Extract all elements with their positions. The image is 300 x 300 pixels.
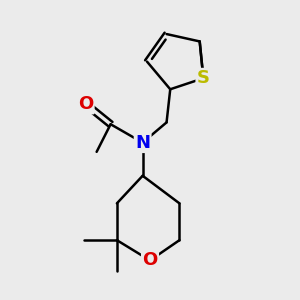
Text: O: O bbox=[142, 251, 158, 269]
Text: S: S bbox=[197, 69, 210, 87]
Text: N: N bbox=[135, 134, 150, 152]
Text: O: O bbox=[78, 95, 93, 113]
